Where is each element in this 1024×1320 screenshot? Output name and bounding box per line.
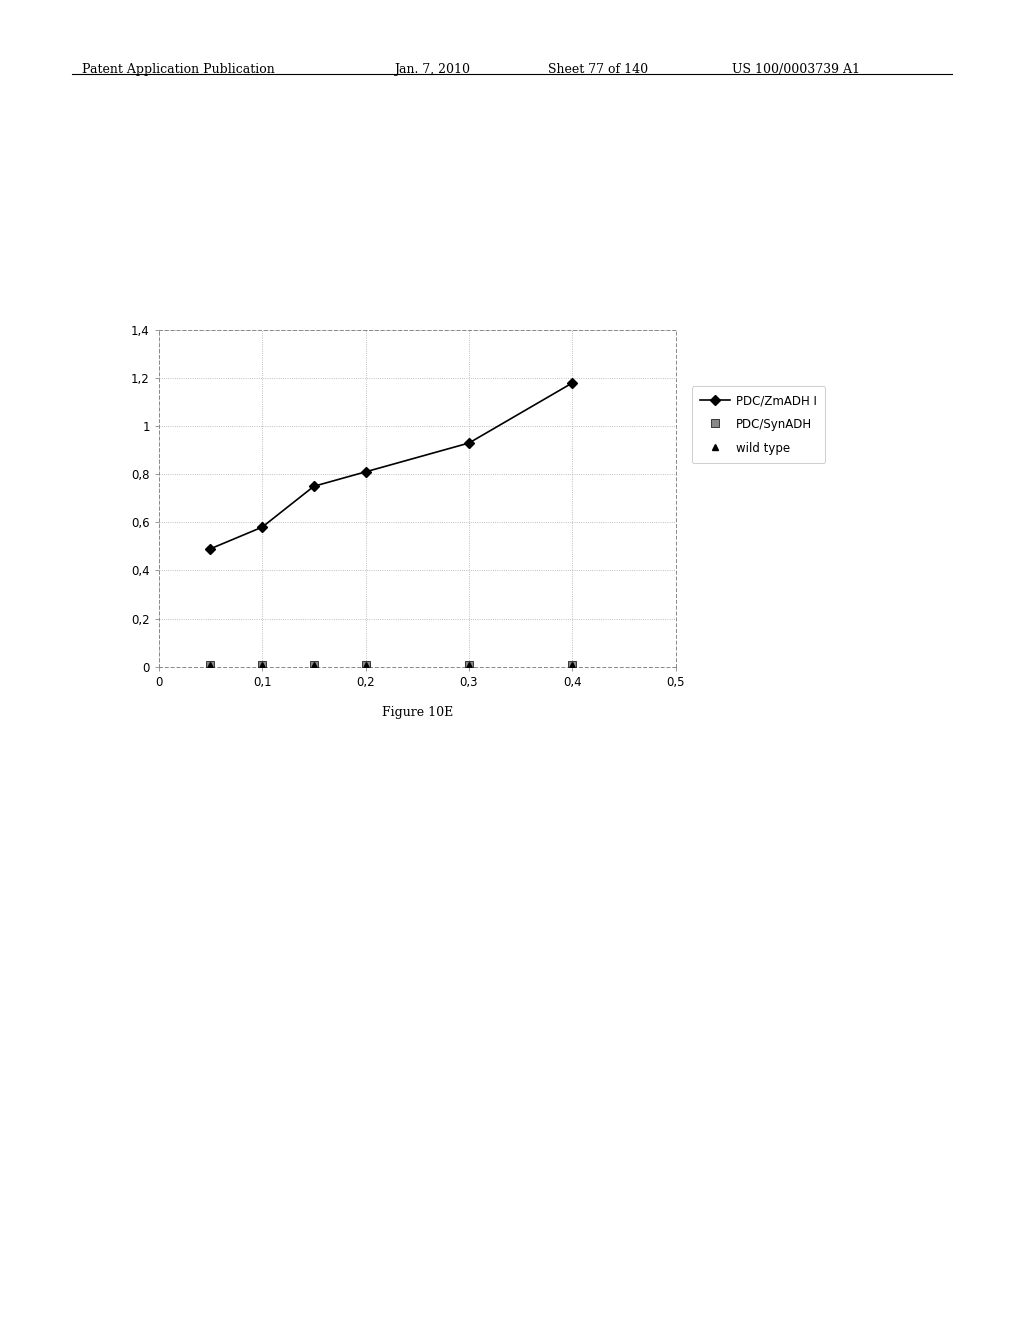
PDC/SynADH	[307, 657, 319, 673]
Text: Jan. 7, 2010: Jan. 7, 2010	[394, 63, 470, 77]
PDC/SynADH	[566, 657, 579, 673]
PDC/SynADH	[463, 657, 475, 673]
Text: Figure 10E: Figure 10E	[382, 706, 453, 719]
PDC/ZmADH I	[205, 541, 217, 557]
PDC/ZmADH I	[256, 519, 268, 535]
PDC/SynADH	[359, 657, 372, 673]
PDC/ZmADH I	[566, 375, 579, 391]
Line: PDC/ZmADH I: PDC/ZmADH I	[207, 379, 575, 552]
wild type	[205, 657, 217, 673]
PDC/SynADH	[256, 657, 268, 673]
wild type	[256, 657, 268, 673]
PDC/ZmADH I	[307, 478, 319, 494]
Text: Patent Application Publication: Patent Application Publication	[82, 63, 274, 77]
Text: US 100/0003739 A1: US 100/0003739 A1	[732, 63, 860, 77]
Text: Sheet 77 of 140: Sheet 77 of 140	[548, 63, 648, 77]
wild type	[566, 657, 579, 673]
wild type	[463, 657, 475, 673]
Line: PDC/SynADH: PDC/SynADH	[206, 661, 577, 669]
wild type	[307, 657, 319, 673]
Legend: PDC/ZmADH I, PDC/SynADH, wild type: PDC/ZmADH I, PDC/SynADH, wild type	[692, 387, 825, 463]
PDC/ZmADH I	[359, 463, 372, 479]
PDC/SynADH	[205, 657, 217, 673]
Line: wild type: wild type	[207, 661, 575, 669]
PDC/ZmADH I	[463, 436, 475, 451]
wild type	[359, 657, 372, 673]
